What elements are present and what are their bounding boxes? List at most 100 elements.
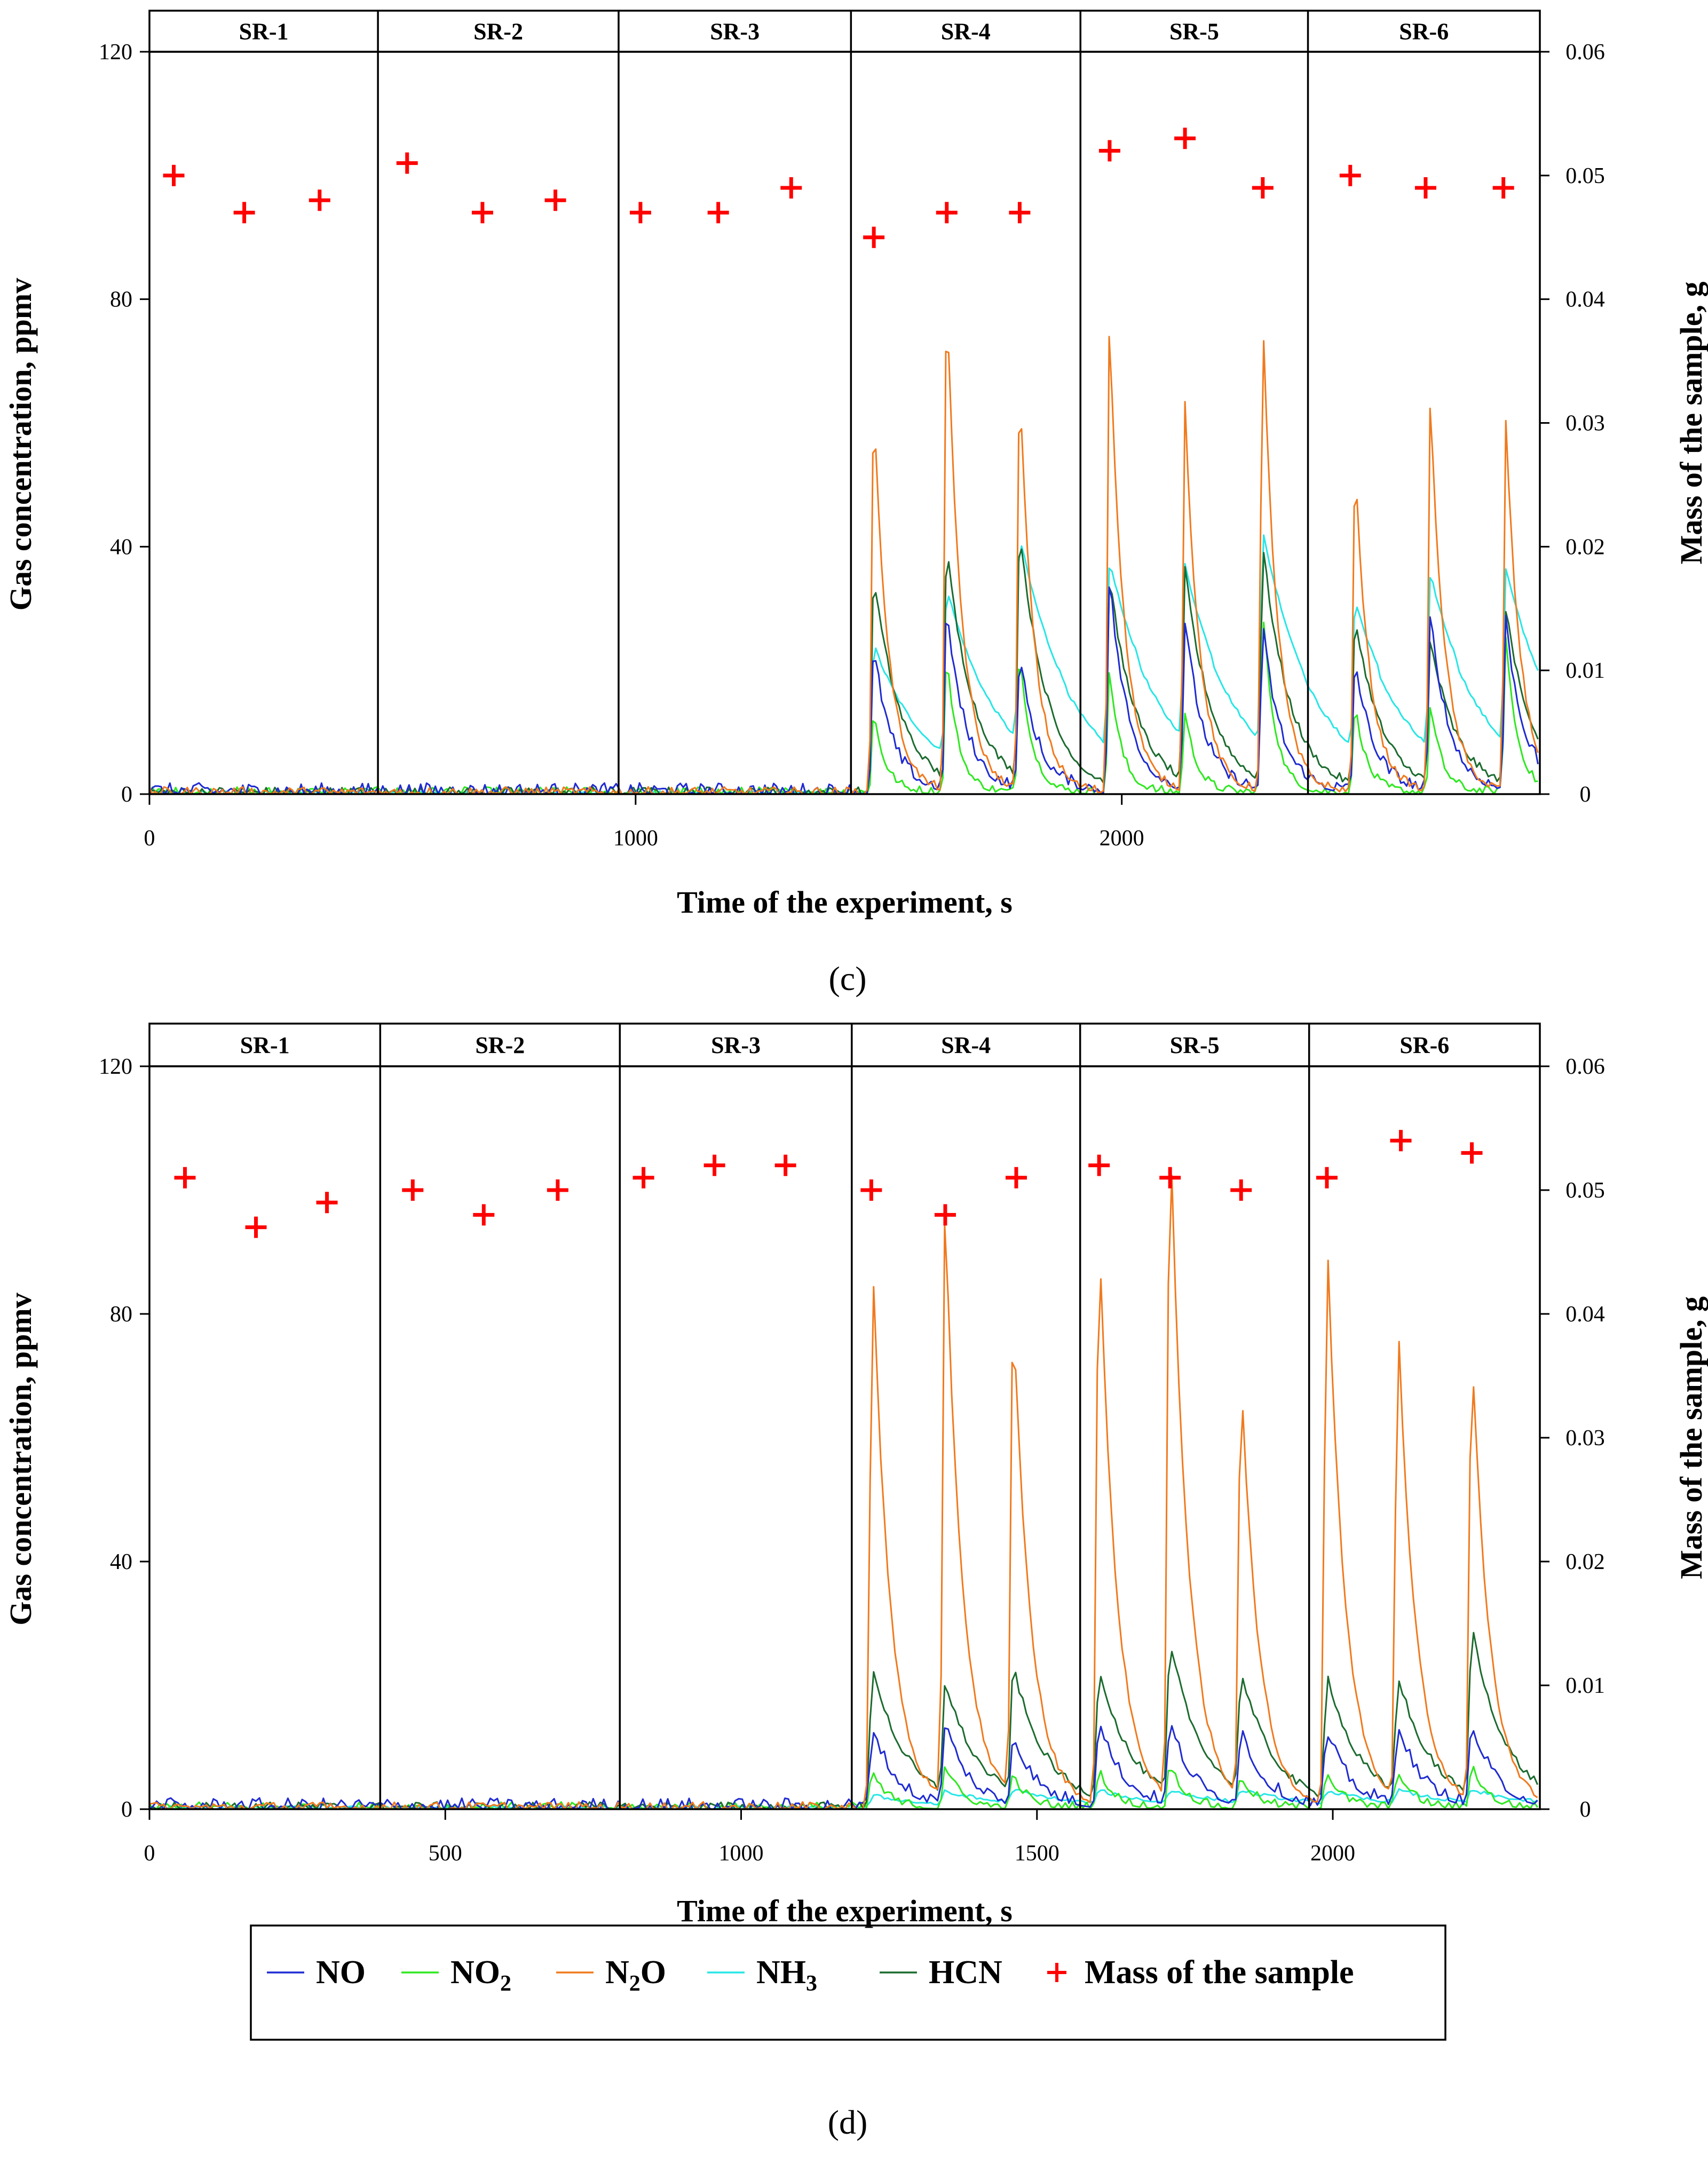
legend-item-hcn: HCN [880, 1954, 1002, 1991]
legend-label: NO [316, 1954, 366, 1991]
mass-point [174, 1167, 196, 1189]
x-tick-label: 1000 [613, 826, 658, 851]
legend: NO NO2 N2O NH3 HCN Mass of the sample [250, 1924, 1446, 2041]
mass-point [233, 202, 255, 224]
y-tick-label: 120 [99, 40, 132, 65]
segment-header [148, 1023, 1541, 1067]
mass-point [547, 1179, 568, 1201]
mass-point [473, 1204, 495, 1226]
x-axis-label: Time of the experiment, s [677, 1893, 1013, 1928]
mass-point [1230, 1179, 1252, 1201]
segment-label: SR-3 [711, 1032, 761, 1058]
panel-d: SR-1 SR-2 SR-3 SR-4 SR-5 SR-6 0 40 80 120 0 0.01 0.0… [3, 1023, 1708, 2141]
legend-label-sub: 2 [500, 1971, 511, 1996]
mass-point [780, 177, 802, 199]
y2-tick-label: 0 [1580, 782, 1591, 807]
legend-label: NO2 [450, 1954, 511, 1996]
legend-label: HCN [929, 1954, 1002, 1991]
mass-point [863, 226, 885, 248]
plot-frame [148, 51, 1541, 795]
y2-tick-label: 0.05 [1565, 1178, 1605, 1203]
mass-point [1252, 177, 1274, 199]
series-line-n2o [148, 336, 1539, 795]
segment-label: SR-5 [1169, 19, 1219, 45]
y2-tick-label: 0.04 [1565, 1302, 1605, 1327]
segment-label: SR-2 [473, 19, 523, 45]
mass-point [1492, 177, 1514, 199]
mass-point [1414, 177, 1436, 199]
legend-label-main: N [605, 1954, 629, 1991]
y2-tick-label: 0.02 [1565, 535, 1605, 559]
segment-label: SR-2 [475, 1032, 525, 1058]
mass-point [1088, 1154, 1110, 1176]
mass-point [1159, 1167, 1181, 1189]
legend-label-main: Mass of the sample [1085, 1954, 1354, 1991]
x-tick-label: 1500 [1015, 1841, 1059, 1866]
legend-label-main: NH [756, 1954, 806, 1991]
x-axis-label: Time of the experiment, s [677, 885, 1013, 920]
series-line-hcn [149, 1631, 1538, 1810]
y2-tick-label: 0.03 [1565, 1426, 1605, 1451]
y2-axis-label: Mass of the sample, g [1674, 281, 1708, 564]
mass-point [396, 152, 418, 174]
mass-point [1339, 164, 1361, 186]
x-tick-label: 500 [429, 1841, 462, 1866]
y2-tick-label: 0.04 [1565, 288, 1605, 312]
legend-label: NH3 [756, 1954, 817, 1996]
legend-box [250, 1924, 1446, 2041]
y2-tick-label: 0 [1580, 1797, 1591, 1822]
x-tick-label: 0 [144, 1841, 155, 1866]
mass-point [163, 164, 185, 186]
series-line-no [149, 1725, 1538, 1810]
mass-point [934, 1204, 956, 1226]
panel-caption: (d) [828, 2103, 868, 2141]
mass-point [936, 202, 958, 224]
segment-label: SR-1 [239, 19, 289, 45]
legend-item-n2o: N2O [556, 1954, 666, 1996]
series-line-no [148, 586, 1539, 795]
mass-point [703, 1154, 725, 1176]
mass-point [774, 1154, 796, 1176]
mass-point [1461, 1142, 1483, 1164]
legend-label-sub: 3 [806, 1971, 817, 1996]
mass-point [1316, 1167, 1338, 1189]
legend-item-mass: Mass of the sample [1047, 1954, 1354, 1991]
legend-label-main: NO [316, 1954, 366, 1991]
mass-point [860, 1179, 882, 1201]
y2-tick-label: 0.01 [1565, 659, 1605, 683]
y-tick-label: 0 [121, 782, 132, 807]
x-tick-label: 0 [144, 826, 155, 851]
mass-point [1390, 1130, 1412, 1152]
mass-point [629, 202, 651, 224]
series-line-n2o [149, 1175, 1538, 1810]
panel-caption: (c) [828, 960, 866, 997]
mass-point [316, 1192, 338, 1214]
mass-point [309, 189, 330, 211]
series-line-hcn [149, 548, 1539, 795]
segment-label: SR-6 [1399, 19, 1449, 45]
legend-item-no: NO [267, 1954, 366, 1991]
series-line-no2 [148, 621, 1538, 795]
y2-tick-label: 0.02 [1565, 1550, 1605, 1574]
y2-tick-label: 0.06 [1565, 40, 1605, 65]
segment-label: SR-4 [941, 19, 991, 45]
legend-item-nh3: NH3 [707, 1954, 817, 1996]
mass-point [1005, 1167, 1027, 1189]
mass-point [1009, 202, 1031, 224]
panel-c: SR-1 SR-2 SR-3 SR-4 SR-5 SR-6 0 40 80 120 0 0.01 0.0… [3, 10, 1708, 997]
series-line-no2 [148, 1765, 1538, 1810]
y-tick-label: 40 [110, 1550, 132, 1574]
y2-tick-label: 0.05 [1565, 164, 1605, 188]
mass-point [544, 189, 566, 211]
legend-item-no2: NO2 [401, 1954, 511, 1996]
mass-point [245, 1216, 267, 1238]
x-tick-label: 2000 [1310, 1841, 1355, 1866]
x-tick-label: 1000 [719, 1841, 764, 1866]
legend-label-main: NO [450, 1954, 500, 1991]
y2-axis-label: Mass of the sample, g [1674, 1296, 1708, 1579]
segment-label: SR-3 [710, 19, 760, 45]
mass-point [471, 202, 493, 224]
y2-tick-label: 0.06 [1565, 1055, 1605, 1079]
mass-point [1098, 140, 1120, 162]
